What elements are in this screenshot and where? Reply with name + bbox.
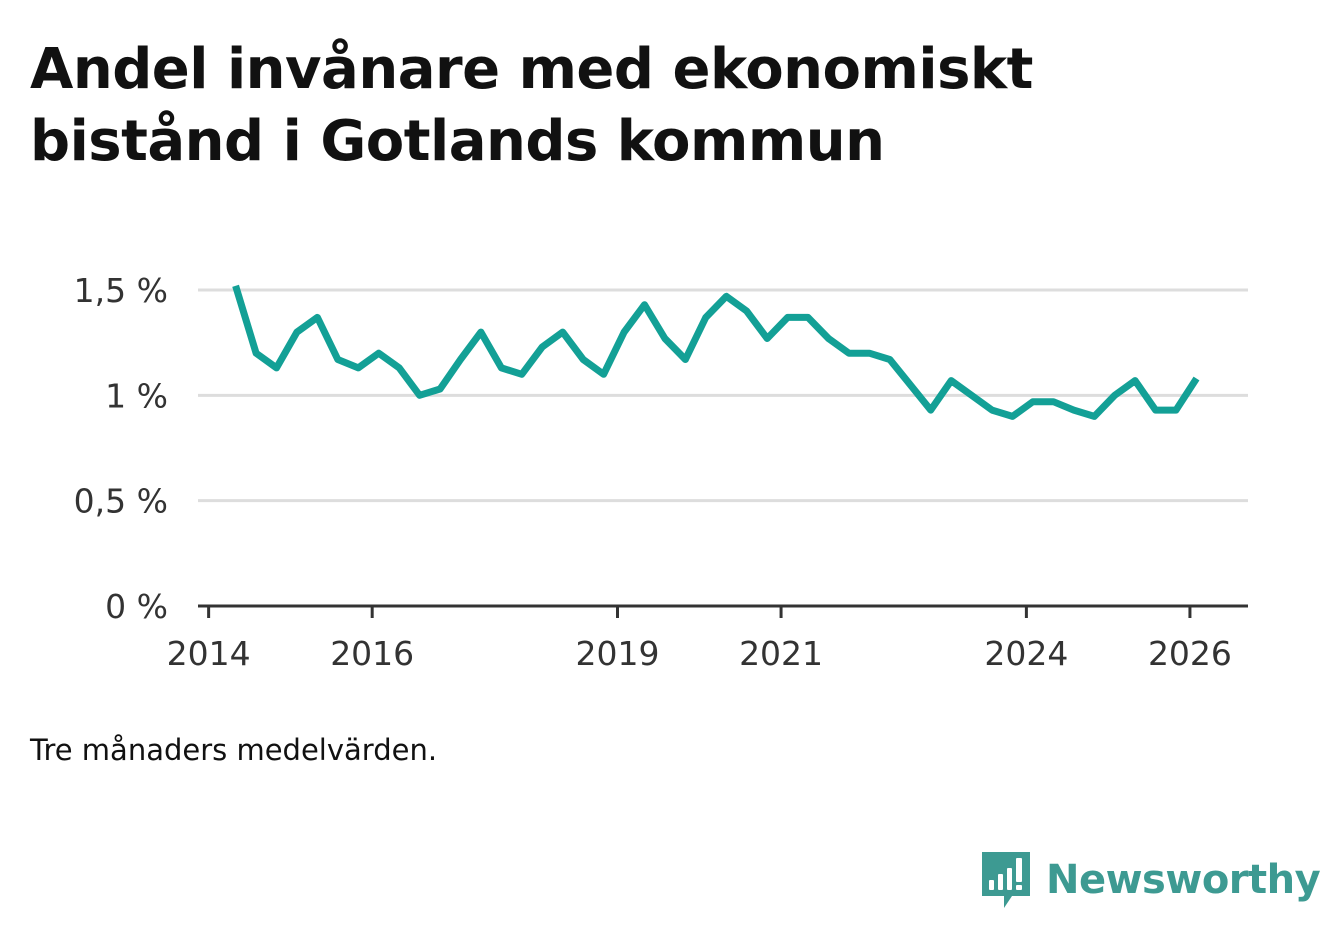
y-axis-tick-labels: 0 % 0,5 % 1 % 1,5 % [74,271,168,626]
footnote: Tre månaders medelvärden. [30,733,438,767]
chart-title: Andel invånare med ekonomiskt bistånd i … [30,37,1033,174]
y-tick-label: 1 % [105,376,168,415]
series-line [232,284,1200,420]
line-chart: 0 % 0,5 % 1 % 1,5 % 2014 2016 2019 2021 2024 202… [74,271,1248,673]
x-tick-label: 2014 [167,634,251,673]
series-lines [232,284,1200,420]
x-tick-label: 2016 [330,634,414,673]
y-tick-label: 1,5 % [74,271,168,310]
x-tick-label: 2021 [739,634,823,673]
brand-name: Newsworthy [1046,857,1321,903]
newsworthy-logo-icon [982,852,1030,908]
brand-logo[interactable]: Newsworthy [980,850,1321,910]
x-axis-ticks: 2014 2016 2019 2021 2024 2026 [167,606,1232,673]
y-tick-label: 0 % [105,587,168,626]
x-tick-label: 2026 [1148,634,1232,673]
gridlines [198,288,1248,503]
x-tick-label: 2024 [984,634,1068,673]
y-tick-label: 0,5 % [74,482,168,521]
x-tick-label: 2019 [576,634,660,673]
